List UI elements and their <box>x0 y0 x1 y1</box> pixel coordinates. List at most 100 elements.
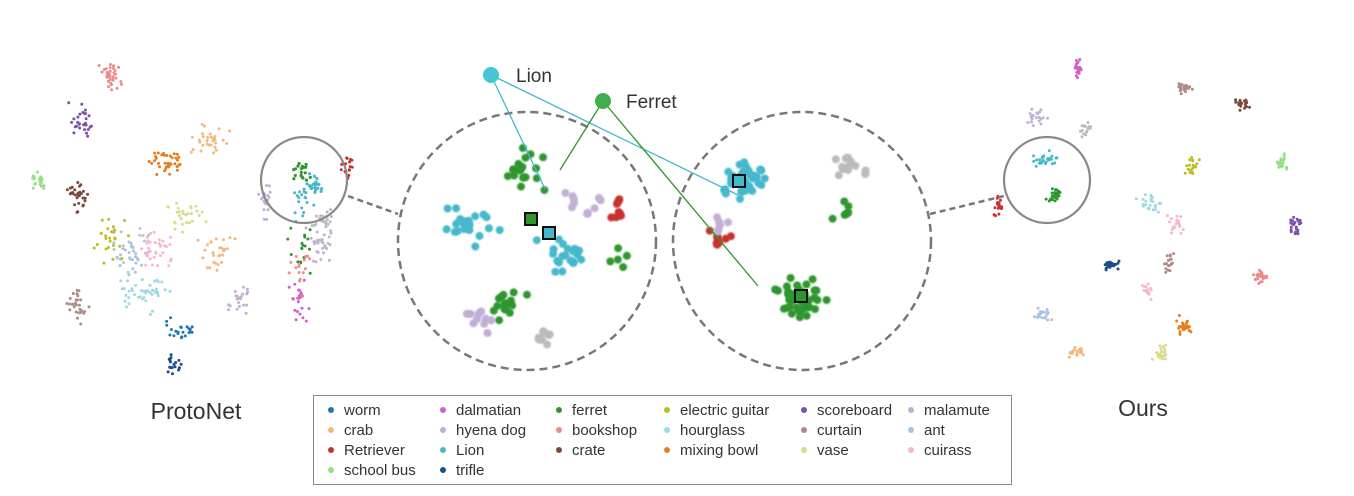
electric guitar-point <box>109 230 113 234</box>
Lion-point <box>736 194 744 203</box>
mixing bowl-point <box>154 155 158 158</box>
ant-point <box>1040 316 1044 320</box>
dalmatian-point <box>287 285 291 289</box>
hourglass-point <box>119 279 123 283</box>
worm-point <box>165 319 169 323</box>
crab-point <box>196 238 200 242</box>
mixing bowl-point <box>155 173 159 176</box>
crab-point <box>221 138 225 142</box>
Lion-point <box>475 231 484 240</box>
legend-column: malamute ant cuirass <box>908 401 990 461</box>
worm-point <box>179 336 183 340</box>
cuirass-point <box>1181 228 1185 231</box>
mixing bowl-point <box>1182 324 1186 328</box>
school bus-point <box>33 182 37 185</box>
vase-point <box>1160 357 1164 361</box>
cuirass-point <box>169 235 172 239</box>
dalmatian-point <box>293 282 297 286</box>
ferret-callout-label: Ferret <box>626 92 677 113</box>
legend-label: Retriever <box>344 442 405 460</box>
dalmatian-point <box>1078 65 1082 69</box>
gray-point <box>861 166 870 175</box>
bookshop-point <box>119 80 123 83</box>
mixing bowl-point <box>156 151 160 155</box>
crab-point <box>200 122 204 126</box>
bookshop-point <box>294 255 298 258</box>
cuirass-point <box>1146 282 1150 286</box>
mixing bowl-point <box>1178 332 1182 336</box>
gray-point <box>314 222 318 226</box>
crab-point <box>221 253 225 257</box>
curtain-point <box>1166 263 1170 267</box>
ferret-point <box>497 293 506 301</box>
Lion-point <box>495 226 504 235</box>
vase-point <box>173 221 177 225</box>
Lion-point <box>314 180 318 184</box>
cuirass-point <box>1149 297 1153 301</box>
malamute-point <box>267 184 271 188</box>
legend-label: ferret <box>572 402 608 420</box>
crab-point <box>201 256 205 260</box>
ferret-point <box>308 175 312 179</box>
Lion-point <box>471 212 480 221</box>
malamute-point <box>262 208 266 212</box>
bookshop-point <box>97 64 101 67</box>
hyena dog-point <box>329 208 333 211</box>
school bus-point <box>42 184 46 188</box>
lion-prototype-ours <box>732 174 746 188</box>
bookshop-point <box>287 271 291 275</box>
curtain-point <box>68 308 72 312</box>
crab-point <box>218 246 221 250</box>
electric guitar-point <box>104 247 108 251</box>
ferret-point <box>503 172 512 181</box>
gray-point <box>315 214 318 218</box>
gray-point <box>543 340 551 349</box>
Retriever-point <box>345 156 349 160</box>
Lion-point <box>319 189 323 193</box>
mixing bowl-point <box>173 162 177 166</box>
bookshop-point <box>107 85 111 89</box>
crab-point <box>208 132 212 136</box>
Lion-point <box>317 182 321 186</box>
curtain-point <box>1187 86 1191 90</box>
mixing bowl-point <box>163 161 167 165</box>
school bus-point <box>1275 160 1279 164</box>
curtain-point <box>1168 253 1172 257</box>
legend-item: crab <box>328 421 416 441</box>
trifle-point <box>179 362 183 366</box>
cuirass-point <box>1177 221 1181 225</box>
crate-point <box>73 188 77 192</box>
curtain-point <box>1169 262 1173 266</box>
hyena dog-point <box>714 225 723 234</box>
bookshop-point <box>111 75 115 79</box>
legend-item: hourglass <box>664 421 769 441</box>
legend-swatch <box>908 407 914 414</box>
right-zoom-connector <box>929 194 1005 216</box>
bookshop-point <box>106 74 110 78</box>
crab-point <box>189 150 193 154</box>
dalmatian-point <box>1075 70 1079 74</box>
malamute-point <box>264 184 268 187</box>
Lion-point <box>558 252 567 261</box>
legend-swatch <box>801 447 807 454</box>
curtain-point <box>1169 257 1173 261</box>
trifle-point <box>168 365 172 369</box>
curtain-point <box>1180 83 1184 87</box>
scoreboard-point <box>1294 225 1298 229</box>
curtain-point <box>1172 252 1176 256</box>
ferret-callout-marker <box>595 93 611 109</box>
ferret-point <box>509 288 518 297</box>
crab-point <box>1081 353 1085 357</box>
curtain-point <box>1165 254 1169 258</box>
legend-item: vase <box>801 441 892 461</box>
legend-label: dalmatian <box>456 402 522 420</box>
trifle-point <box>1103 263 1107 267</box>
malamute-point <box>473 315 482 324</box>
scoreboard-point <box>67 101 71 105</box>
Lion-point <box>735 160 744 169</box>
electric guitar-point <box>113 236 117 240</box>
hyena dog-point <box>316 250 320 254</box>
legend-item: bookshop <box>556 421 637 441</box>
hourglass-point <box>151 288 155 292</box>
